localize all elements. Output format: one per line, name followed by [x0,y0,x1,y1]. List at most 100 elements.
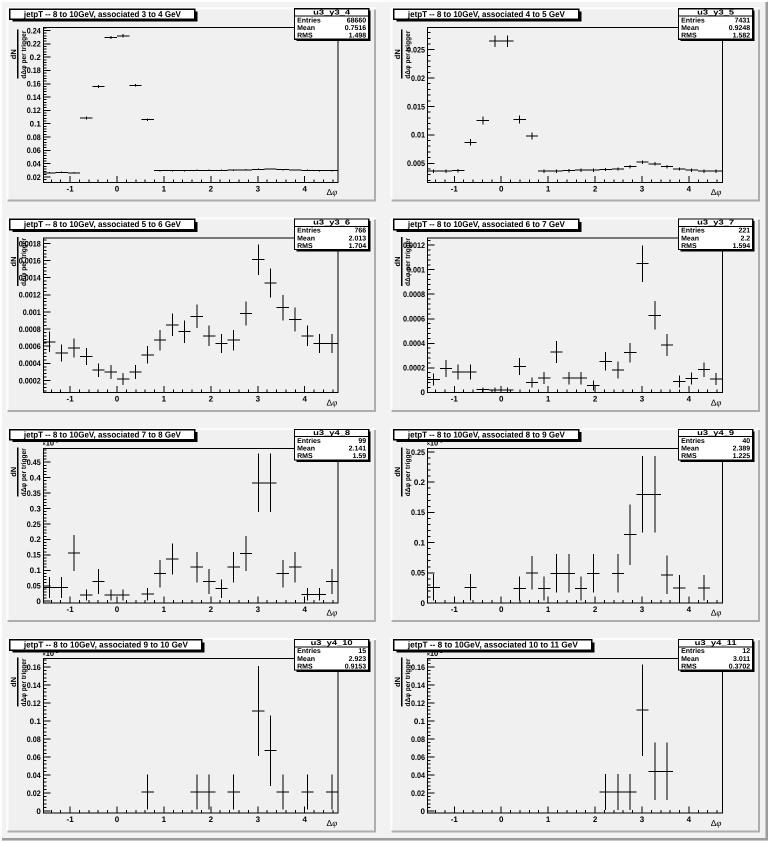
svg-text:15: 15 [358,648,366,655]
svg-text:4: 4 [687,395,692,404]
svg-text:0.9248: 0.9248 [729,25,751,32]
svg-text:0.0014: 0.0014 [19,274,41,283]
svg-text:dN: dN [9,467,18,477]
svg-text:u3_y3_4: u3_y3_4 [313,9,350,16]
svg-text:Entries: Entries [681,227,705,235]
svg-text:3: 3 [640,184,645,193]
svg-text:40: 40 [742,438,750,445]
svg-text:2.923: 2.923 [349,656,367,663]
svg-text:2.2: 2.2 [740,235,750,242]
svg-text:dΔφ per trigger: dΔφ per trigger [20,238,28,286]
svg-text:dΔφ per trigger: dΔφ per trigger [20,30,28,78]
svg-text:10: 10 [430,649,438,658]
svg-text:0.2: 0.2 [30,53,42,62]
svg-text:Δφ: Δφ [327,397,338,407]
svg-text:dΔφ per trigger: dΔφ per trigger [404,30,412,78]
svg-text:0.3702: 0.3702 [729,663,751,670]
svg-text:0.16: 0.16 [27,663,41,672]
svg-text:0.24: 0.24 [27,26,41,35]
svg-text:dΔφ per trigger: dΔφ per trigger [20,658,28,706]
svg-text:0.02: 0.02 [411,74,425,83]
svg-text:0: 0 [115,395,120,404]
svg-text:jetpT -- 8 to 10GeV, associate: jetpT -- 8 to 10GeV, associated 10 to 11… [407,640,578,650]
svg-text:3: 3 [640,815,645,824]
svg-text:0.02: 0.02 [411,789,425,798]
svg-text:u3_y4_9: u3_y4_9 [697,430,734,437]
svg-text:4: 4 [302,184,307,193]
svg-text:766: 766 [355,228,367,235]
svg-text:0.0016: 0.0016 [19,256,41,265]
svg-text:0.1: 0.1 [414,538,426,547]
svg-text:Δφ: Δφ [711,818,722,828]
svg-text:1: 1 [162,605,167,614]
svg-text:dN: dN [393,49,402,59]
svg-text:2: 2 [593,395,598,404]
svg-text:0: 0 [115,184,120,193]
svg-text:0: 0 [36,807,41,816]
svg-text:68660: 68660 [347,17,367,24]
svg-text:1.704: 1.704 [349,243,367,250]
svg-text:0.25: 0.25 [27,520,41,529]
svg-text:-1: -1 [67,605,75,614]
svg-text:0.2: 0.2 [414,478,426,487]
svg-text:2.389: 2.389 [733,446,751,453]
svg-text:u3_y4_11: u3_y4_11 [695,640,737,647]
svg-text:12: 12 [742,648,750,655]
svg-text:1.594: 1.594 [733,243,751,250]
svg-text:3: 3 [256,605,261,614]
svg-text:u3_y4_8: u3_y4_8 [313,430,350,437]
svg-text:Δφ: Δφ [327,608,338,618]
svg-text:u3_y3_6: u3_y3_6 [313,220,350,227]
svg-text:0.05: 0.05 [411,569,425,578]
svg-text:0.015: 0.015 [407,102,425,111]
svg-text:0.04: 0.04 [411,771,425,780]
svg-text:-1: -1 [451,395,459,404]
svg-text:0.0002: 0.0002 [403,364,425,373]
svg-text:0.02: 0.02 [27,789,41,798]
svg-text:×: × [43,442,46,448]
svg-text:0.08: 0.08 [27,133,41,142]
svg-text:2: 2 [593,815,598,824]
svg-text:0.01: 0.01 [411,131,425,140]
svg-text:0.16: 0.16 [411,663,425,672]
svg-text:0.9153: 0.9153 [345,663,367,670]
svg-text:0.0012: 0.0012 [403,241,425,250]
svg-text:0: 0 [499,184,504,193]
svg-text:1.498: 1.498 [349,33,367,40]
svg-text:Entries: Entries [681,16,705,24]
svg-text:dN: dN [393,677,402,687]
svg-text:RMS: RMS [297,663,313,670]
svg-text:Δφ: Δφ [327,187,338,197]
svg-text:0.06: 0.06 [27,753,41,762]
svg-text:0.0008: 0.0008 [403,290,425,299]
svg-text:Mean: Mean [681,25,699,32]
svg-text:0.001: 0.001 [23,308,41,317]
svg-text:4: 4 [302,605,307,614]
svg-text:RMS: RMS [681,453,697,460]
svg-text:0.1: 0.1 [30,120,42,129]
svg-text:0.35: 0.35 [27,489,41,498]
svg-text:Entries: Entries [297,647,321,655]
svg-text:u3_y4_10: u3_y4_10 [311,640,353,647]
svg-text:0: 0 [115,815,120,824]
svg-text:-1: -1 [67,815,75,824]
svg-text:Mean: Mean [297,446,315,453]
svg-text:dN: dN [9,257,18,267]
svg-text:0.025: 0.025 [407,45,425,54]
svg-text:1: 1 [546,605,551,614]
svg-text:Entries: Entries [297,227,321,235]
svg-text:0.14: 0.14 [411,681,425,690]
svg-text:2.141: 2.141 [349,446,367,453]
svg-text:dΔφ per trigger: dΔφ per trigger [404,238,412,286]
svg-text:Δφ: Δφ [327,818,338,828]
svg-text:jetpT -- 8 to 10GeV, associate: jetpT -- 8 to 10GeV, associated 5 to 6 G… [23,219,181,229]
svg-text:-1: -1 [67,395,75,404]
svg-text:0.1: 0.1 [30,717,42,726]
svg-text:3: 3 [640,395,645,404]
svg-text:dΔφ per trigger: dΔφ per trigger [404,448,412,496]
svg-text:0.0018: 0.0018 [19,239,41,248]
svg-text:0.14: 0.14 [27,93,41,102]
svg-text:RMS: RMS [681,663,697,670]
svg-text:0: 0 [499,605,504,614]
svg-text:0: 0 [499,815,504,824]
